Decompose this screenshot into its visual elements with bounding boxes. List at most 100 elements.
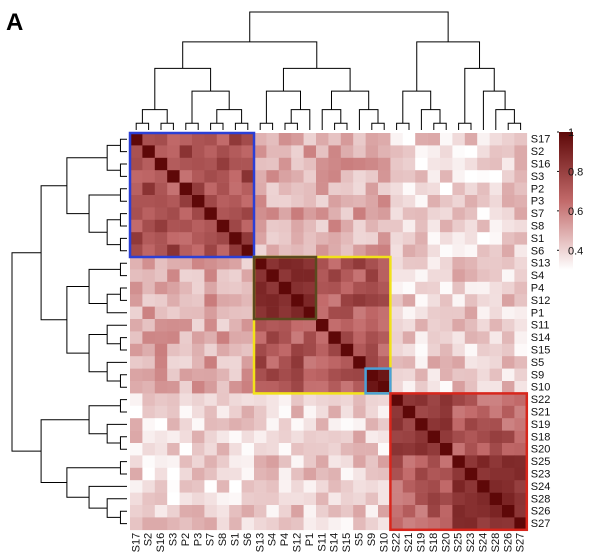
heatmap-cell <box>440 281 453 295</box>
heatmap-cell <box>452 381 466 394</box>
row-label: S14 <box>531 332 551 344</box>
heatmap-cell <box>291 393 304 407</box>
heatmap-cell <box>241 505 255 518</box>
heatmap-cell <box>489 133 503 146</box>
heatmap-cell <box>353 157 366 171</box>
heatmap-cell <box>278 306 292 320</box>
heatmap-cell <box>316 368 329 382</box>
heatmap-cell <box>216 170 230 183</box>
heatmap-cell <box>316 405 329 419</box>
heatmap-cell <box>415 517 428 531</box>
heatmap-cell <box>241 219 255 233</box>
heatmap-cell <box>353 356 366 369</box>
dendrogram-link <box>119 461 127 475</box>
heatmap-cell <box>378 418 391 431</box>
heatmap-cell <box>316 331 329 345</box>
heatmap-cell <box>452 343 466 357</box>
heatmap-cell <box>154 393 168 407</box>
heatmap-cell <box>489 368 503 382</box>
dendrogram-link <box>119 337 127 351</box>
heatmap-cell <box>340 517 354 531</box>
dendrogram-link <box>66 285 90 354</box>
heatmap-cell <box>303 405 317 419</box>
heatmap-cell <box>415 443 428 456</box>
heatmap-cell <box>340 343 354 357</box>
heatmap-cell <box>303 418 317 431</box>
heatmap-cell <box>154 356 168 369</box>
heatmap-cell <box>154 182 168 196</box>
row-label: S22 <box>531 394 551 406</box>
heatmap-cell <box>266 133 280 146</box>
heatmap-cell <box>192 257 205 270</box>
heatmap-cell <box>378 356 391 369</box>
heatmap-cell <box>464 343 478 357</box>
heatmap-cell <box>502 418 515 431</box>
heatmap-cell <box>427 306 441 320</box>
heatmap-cell <box>514 281 528 295</box>
heatmap-cell <box>365 157 379 171</box>
heatmap-cell <box>154 492 168 506</box>
heatmap-cell <box>154 244 168 258</box>
heatmap-cell <box>390 306 404 320</box>
heatmap-cell <box>130 418 143 431</box>
heatmap-cell <box>452 306 466 320</box>
heatmap-cell <box>477 455 490 469</box>
heatmap-cell <box>427 207 441 221</box>
heatmap-cell <box>328 257 342 270</box>
heatmap-cell <box>254 343 267 357</box>
column-label: P2 <box>180 533 192 546</box>
heatmap-cell <box>229 232 242 245</box>
heatmap-cells <box>130 133 528 531</box>
heatmap-cell <box>464 319 478 332</box>
heatmap-cell <box>278 393 292 407</box>
heatmap-cell <box>316 195 329 208</box>
heatmap-cell <box>266 368 280 382</box>
heatmap-cell <box>291 381 304 394</box>
dendrogram-link <box>106 144 121 171</box>
heatmap-cell <box>489 294 503 307</box>
heatmap-cell <box>489 467 503 481</box>
heatmap-cell <box>216 294 230 307</box>
heatmap-cell <box>192 294 205 307</box>
heatmap-cell <box>340 157 354 171</box>
heatmap-cell <box>365 430 379 444</box>
heatmap-cell <box>303 294 317 307</box>
heatmap-cell <box>229 492 242 506</box>
heatmap-cell <box>328 219 342 233</box>
dendrogram-link <box>160 122 174 130</box>
heatmap-cell <box>179 381 193 394</box>
heatmap-cell <box>229 393 242 407</box>
heatmap-cell <box>167 418 180 431</box>
heatmap-cell <box>390 157 404 171</box>
heatmap-cell <box>179 294 193 307</box>
heatmap-cell <box>229 157 242 171</box>
heatmap-cell <box>204 343 218 357</box>
heatmap-cell <box>514 405 528 419</box>
heatmap-cell <box>340 207 354 221</box>
heatmap-cell <box>340 368 354 382</box>
heatmap-cell <box>477 269 490 283</box>
heatmap-cell <box>154 145 168 159</box>
heatmap-cell <box>502 170 515 183</box>
heatmap-cell <box>477 443 490 456</box>
heatmap-cell <box>204 492 218 506</box>
heatmap-cell <box>192 331 205 345</box>
heatmap-cell <box>316 294 329 307</box>
dendrogram-link <box>119 436 127 450</box>
column-label: S3 <box>168 533 180 546</box>
heatmap-cell <box>192 145 205 159</box>
heatmap-cell <box>402 455 416 469</box>
heatmap-cell <box>278 492 292 506</box>
heatmap-cell <box>241 257 255 270</box>
heatmap-cell <box>365 319 379 332</box>
heatmap-cell <box>477 133 490 146</box>
heatmap-cell <box>353 430 366 444</box>
dendrogram-link <box>321 109 342 130</box>
heatmap-cell <box>464 405 478 419</box>
row-label: S23 <box>531 468 551 480</box>
column-label: P3 <box>192 533 204 546</box>
heatmap-cell <box>204 207 218 221</box>
heatmap-cell <box>130 219 143 233</box>
column-label: S24 <box>478 533 490 553</box>
heatmap-cell <box>464 381 478 394</box>
